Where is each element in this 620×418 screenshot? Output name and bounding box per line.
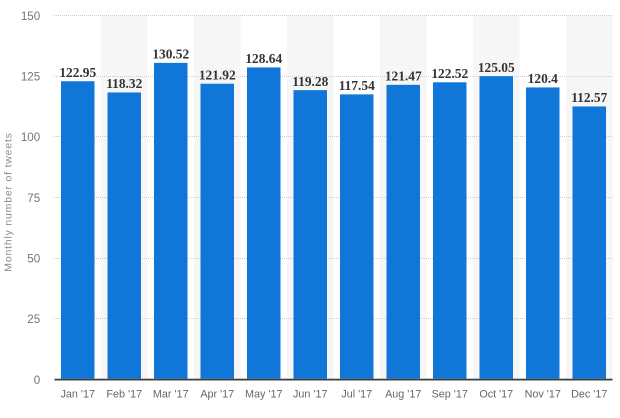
svg-text:125.05: 125.05: [478, 60, 515, 75]
svg-text:Aug '17: Aug '17: [385, 388, 421, 400]
svg-text:Monthly number of tweets: Monthly number of tweets: [3, 132, 15, 271]
svg-text:122.95: 122.95: [59, 65, 96, 80]
svg-text:Dec '17: Dec '17: [571, 388, 607, 400]
svg-text:120.4: 120.4: [528, 71, 558, 86]
svg-text:121.47: 121.47: [385, 68, 422, 83]
svg-text:112.57: 112.57: [571, 90, 607, 105]
svg-text:Jan '17: Jan '17: [61, 388, 95, 400]
svg-text:128.64: 128.64: [245, 51, 282, 66]
svg-text:100: 100: [21, 131, 40, 144]
svg-text:121.92: 121.92: [199, 67, 236, 82]
svg-text:Nov '17: Nov '17: [525, 388, 561, 400]
svg-text:75: 75: [27, 192, 40, 205]
svg-text:Sep '17: Sep '17: [432, 388, 468, 400]
svg-text:122.52: 122.52: [431, 66, 468, 81]
svg-text:0: 0: [34, 374, 40, 387]
svg-text:Oct '17: Oct '17: [479, 388, 513, 400]
svg-text:May '17: May '17: [245, 388, 282, 400]
svg-text:25: 25: [27, 313, 40, 326]
svg-text:130.52: 130.52: [152, 46, 189, 61]
svg-text:117.54: 117.54: [339, 78, 375, 93]
svg-text:50: 50: [27, 252, 40, 265]
svg-text:118.32: 118.32: [106, 76, 142, 91]
svg-text:Feb '17: Feb '17: [106, 388, 142, 400]
svg-text:150: 150: [21, 10, 40, 23]
svg-text:Mar '17: Mar '17: [153, 388, 189, 400]
svg-text:119.28: 119.28: [292, 74, 328, 89]
svg-text:Apr '17: Apr '17: [200, 388, 234, 400]
svg-text:125: 125: [21, 70, 40, 83]
svg-text:Jul '17: Jul '17: [341, 388, 372, 400]
svg-text:Jun '17: Jun '17: [293, 388, 327, 400]
